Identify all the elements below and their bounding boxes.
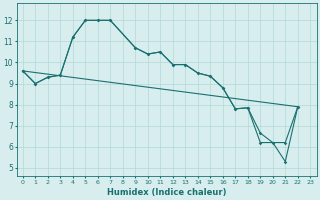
X-axis label: Humidex (Indice chaleur): Humidex (Indice chaleur) [107,188,226,197]
